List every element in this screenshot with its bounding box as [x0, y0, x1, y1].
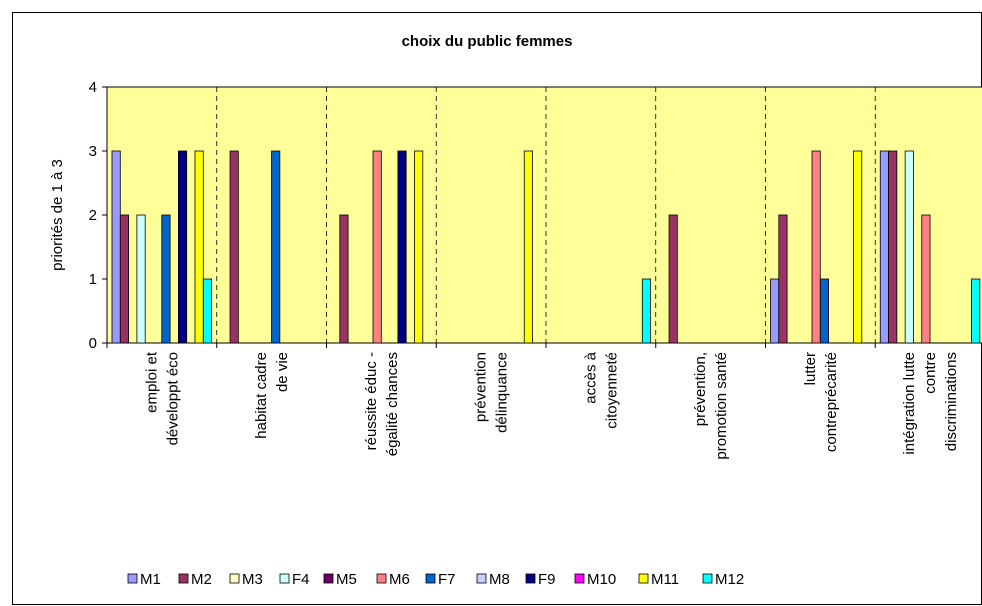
legend-label: M2	[191, 571, 212, 588]
label-line: réussite éduc -	[363, 352, 380, 450]
bar	[229, 150, 239, 344]
x-tick-label: accès à citoyenneté	[582, 351, 620, 428]
label-line: contreprécarité	[823, 352, 840, 452]
legend-label: M1	[140, 571, 161, 588]
label-line: prévention	[473, 352, 490, 422]
legend-swatch	[702, 573, 713, 584]
bar	[904, 150, 914, 344]
bar	[161, 214, 171, 344]
legend-label: M3	[242, 571, 263, 588]
bar	[879, 150, 889, 344]
y-axis-label: priorités de 1 à 3	[49, 159, 66, 271]
label-line: discriminations	[943, 352, 960, 451]
label-line: égalité chances	[384, 352, 401, 456]
legend-swatch	[229, 573, 240, 584]
plot-area	[106, 86, 982, 344]
bar	[119, 214, 130, 344]
legend-swatch	[127, 573, 138, 584]
x-tick-label: lutter contreprécarité	[802, 352, 840, 452]
label-line: intégration lutte	[901, 352, 918, 455]
legend-swatch	[376, 573, 387, 584]
label-line: emploi et	[143, 351, 160, 413]
legend-swatch	[476, 573, 487, 584]
label-line: accès à	[582, 351, 599, 403]
bar	[271, 150, 281, 344]
x-tick-label: emploi et développt éco	[143, 351, 181, 445]
label-line: délinquance	[494, 352, 511, 433]
legend-swatch	[425, 573, 436, 584]
bar	[177, 150, 188, 344]
legend-label: M6	[389, 571, 410, 588]
legend-swatch	[323, 573, 334, 584]
legend-swatch	[574, 573, 585, 584]
x-tick-label: réussite éduc - égalité chances	[363, 352, 401, 456]
x-tick-label: habitat cadre de vie	[253, 352, 291, 439]
bar	[888, 150, 898, 344]
x-tick-label: intégration lutte contre discriminations	[901, 352, 960, 455]
y-tick-label: 1	[89, 271, 97, 288]
y-tick-label: 4	[89, 79, 97, 96]
bar	[811, 150, 821, 344]
y-tick-label: 0	[89, 335, 97, 352]
bar	[770, 278, 780, 344]
legend-label: M8	[489, 571, 510, 588]
chart-title: choix du public femmes	[402, 33, 573, 50]
bar	[523, 150, 533, 344]
legend-label: F4	[292, 571, 310, 588]
bar	[136, 214, 146, 344]
legend-swatch	[525, 573, 536, 584]
bar	[194, 150, 204, 344]
legend-swatch	[279, 573, 290, 584]
label-line: contre	[922, 352, 939, 394]
y-tick-label: 2	[89, 207, 97, 224]
bar	[202, 278, 213, 344]
bar	[372, 150, 382, 344]
label-line: citoyenneté	[603, 352, 620, 429]
bar	[641, 278, 651, 344]
bar	[668, 214, 678, 344]
legend-label: F7	[438, 571, 456, 588]
legend-label: M11	[651, 571, 679, 588]
label-line: prévention,	[692, 352, 709, 426]
bar	[971, 278, 981, 344]
label-line: habitat cadre	[253, 352, 270, 439]
bar	[111, 150, 121, 344]
bar	[778, 214, 788, 344]
legend-label: M5	[336, 571, 357, 588]
legend-swatch	[638, 573, 649, 584]
legend-label: M10	[587, 571, 616, 588]
bar	[819, 278, 829, 344]
label-line: promotion santé	[713, 352, 730, 460]
bar	[339, 214, 349, 344]
bar	[397, 150, 407, 344]
legend-label: M12	[715, 571, 744, 588]
bar	[921, 214, 931, 344]
legend-swatch	[178, 573, 189, 584]
legend-label: F9	[538, 571, 556, 588]
label-line: de vie	[274, 352, 291, 392]
bar	[853, 150, 863, 344]
label-line: développt éco	[164, 352, 181, 445]
x-tick-label: prévention délinquance	[473, 352, 511, 433]
label-line: lutter	[802, 352, 819, 385]
bar	[414, 150, 424, 344]
y-tick-label: 3	[89, 143, 97, 160]
x-tick-label: prévention, promotion santé	[692, 352, 730, 460]
